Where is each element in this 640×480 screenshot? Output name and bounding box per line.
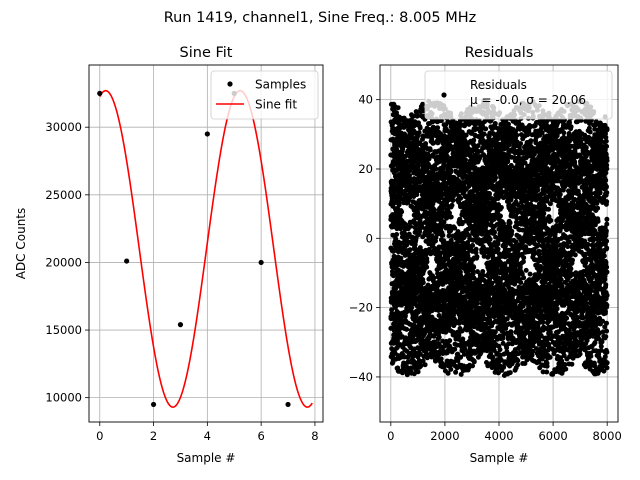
y-tick-label: 0 [366, 231, 373, 245]
sine-fit-panel: Sine Fit 0 2 4 6 81000015000200002500030000 … [14, 45, 324, 465]
x-tick-label: 6 [257, 429, 264, 443]
sine-fit-legend-box [210, 70, 319, 120]
x-tick-label: 8000 [593, 429, 622, 443]
sine-fit-xlabel: Sample # [177, 451, 236, 465]
sample-point [177, 322, 184, 328]
legend-samples-label: Samples [255, 78, 306, 92]
sine-fit-ticks: 0 2 4 6 8 10000 15000 20000 25000 30000 [45, 120, 318, 443]
x-tick-label: 2 [150, 429, 157, 443]
residuals-legend-box [424, 70, 613, 120]
residuals-panel: Residuals 0 2000 4000 6000 8000 −40 −20 0 20 40 S… [349, 45, 622, 465]
residuals-title: Residuals [465, 45, 534, 61]
y-tick-label: −20 [349, 301, 373, 315]
y-tick-label: 40 [358, 93, 373, 107]
y-tick-label: 10000 [45, 391, 82, 405]
sine-fit-line [99, 89, 313, 408]
y-tick-label: 30000 [45, 120, 82, 134]
y-tick-label: 25000 [45, 188, 82, 202]
sample-point [97, 90, 103, 96]
legend-sine-fit-label: Sine fit [255, 98, 297, 112]
sample-point [150, 401, 157, 408]
x-tick-label: 6000 [538, 429, 567, 443]
sine-fit-ylabel: ADC Counts [14, 208, 28, 280]
sample-point [124, 258, 130, 264]
legend-residuals-label: Residuals [470, 78, 527, 92]
sine-fit-grid [89, 65, 323, 422]
sine-fit-frame [88, 64, 324, 423]
residuals-ticks: 0 2000 4000 6000 8000 −40 −20 0 20 40 [349, 93, 622, 443]
legend-samples-marker [227, 81, 233, 87]
residuals-frame [379, 64, 619, 423]
y-tick-label: 20 [358, 162, 373, 176]
y-tick-label: 20000 [45, 255, 82, 269]
figure-title: Run 1419, channel1, Sine Freq.: 8.005 MH… [164, 10, 477, 26]
y-tick-label: −40 [349, 370, 373, 384]
sine-fit-legend: Samples Sine fit [210, 70, 319, 120]
x-tick-label: 4 [204, 429, 211, 443]
sample-point [258, 259, 264, 266]
x-tick-label: 2000 [430, 429, 459, 443]
legend-residuals-stats: μ = -0.0, σ = 20.06 [470, 93, 586, 107]
x-tick-label: 0 [96, 429, 103, 443]
x-tick-label: 4000 [484, 429, 513, 443]
y-tick-label: 15000 [45, 323, 82, 337]
sine-fit-title: Sine Fit [180, 45, 233, 61]
residuals-xlabel: Sample # [470, 451, 529, 465]
residuals-legend: Residuals μ = -0.0, σ = 20.06 [424, 70, 613, 120]
legend-residuals-marker [441, 92, 447, 98]
sample-point [204, 131, 210, 137]
x-tick-label: 8 [311, 429, 318, 443]
x-tick-label: 0 [387, 429, 394, 443]
sample-point [285, 401, 291, 408]
